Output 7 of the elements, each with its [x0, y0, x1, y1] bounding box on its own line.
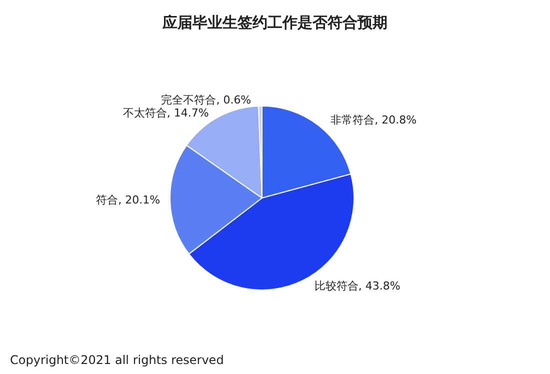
chart-title: 应届毕业生签约工作是否符合预期 [162, 14, 388, 32]
slice-label: 不太符合, 14.7% [122, 106, 209, 120]
slice-label: 符合, 20.1% [96, 194, 160, 207]
slice-label: 非常符合, 20.8% [330, 114, 417, 127]
slice-label: 完全不符合, 0.6% [161, 94, 252, 107]
slice-label: 比较符合, 43.8% [314, 279, 400, 292]
text: Copyright©2021 all rights reserved [10, 353, 224, 367]
